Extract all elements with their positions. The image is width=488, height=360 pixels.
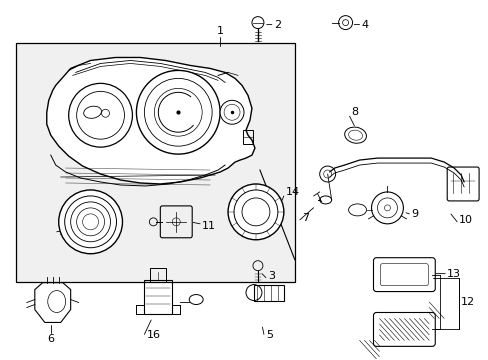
Text: 11: 11 (202, 221, 216, 231)
Text: 14: 14 (285, 187, 299, 197)
Bar (253, 285, 283, 301)
Circle shape (68, 84, 132, 147)
FancyBboxPatch shape (373, 312, 434, 346)
Text: 2: 2 (273, 19, 281, 30)
Circle shape (59, 190, 122, 254)
Text: 7: 7 (301, 213, 308, 223)
Text: 10: 10 (458, 215, 472, 225)
Text: 8: 8 (351, 107, 358, 117)
Polygon shape (47, 58, 254, 184)
Circle shape (220, 100, 244, 124)
Bar (243, 130, 252, 144)
Text: 9: 9 (410, 209, 418, 219)
Text: 5: 5 (265, 330, 272, 341)
Bar (144, 280, 172, 315)
Text: 4: 4 (361, 19, 368, 30)
Text: 12: 12 (460, 297, 474, 306)
Bar (150, 268, 166, 282)
Text: 3: 3 (267, 271, 274, 281)
Text: 13: 13 (447, 269, 460, 279)
Circle shape (136, 71, 220, 154)
Text: 6: 6 (47, 334, 54, 345)
Text: 15: 15 (59, 227, 73, 237)
Bar (16, 42, 294, 282)
Text: 16: 16 (146, 330, 160, 341)
Circle shape (227, 184, 283, 240)
Text: 1: 1 (216, 26, 223, 36)
